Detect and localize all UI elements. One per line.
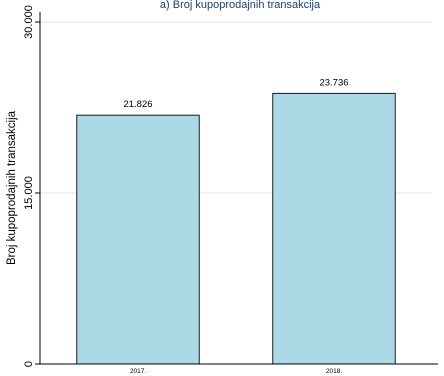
bar-value-label-0: 21.826 (123, 99, 152, 110)
bar-0 (76, 114, 200, 365)
axes: 0 15.000 30.000 2017. 2018. (23, 5, 438, 375)
bar-1 (272, 92, 396, 365)
bar-value-label-1: 23.736 (319, 77, 348, 88)
x-tick-label-0: 2017. (130, 368, 146, 375)
y-tick-label-1: 15.000 (23, 176, 35, 210)
y-tick-label-2: 30.000 (23, 5, 35, 39)
chart-title: a) Broj kupoprodajnih transakcija (160, 0, 321, 11)
y-tick-label-0: 0 (23, 361, 35, 367)
x-tick-label-1: 2018. (326, 368, 342, 375)
y-axis-label: Broj kupoprodajnih transakcija (6, 110, 18, 265)
bars: 21.826 23.736 (76, 77, 396, 365)
